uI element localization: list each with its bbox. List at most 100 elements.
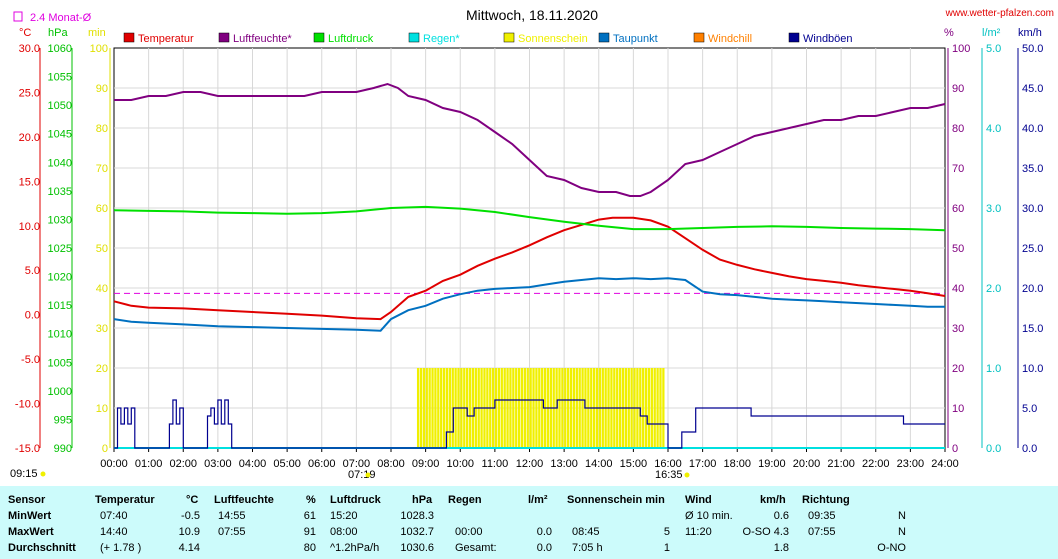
y-tick-label-rain: 1.0 bbox=[986, 363, 1001, 375]
x-tick-label: 09:00 bbox=[412, 458, 440, 470]
sunshine-bar bbox=[523, 368, 527, 448]
table-cell: Ø 10 min. bbox=[685, 510, 733, 522]
sunrise-time: 07:19 bbox=[348, 469, 376, 481]
y-tick-label-wind: 25.0 bbox=[1022, 243, 1043, 255]
sunshine-bar bbox=[642, 368, 645, 448]
sunrise-icon bbox=[365, 472, 371, 478]
y-tick-label-press: 1035 bbox=[48, 186, 72, 198]
table-cell: 00:00 bbox=[455, 526, 483, 538]
x-tick-label: 07:00 bbox=[343, 458, 371, 470]
y-tick-label-press: 1060 bbox=[48, 43, 72, 55]
y-tick-label-hum: 70 bbox=[952, 163, 964, 175]
y-tick-label-wind: 30.0 bbox=[1022, 203, 1043, 215]
y-tick-label-wind: 50.0 bbox=[1022, 43, 1043, 55]
axes: 00:00 01:00 02:00 03:00 04:00 05:00 06:00 07:00… bbox=[15, 43, 1044, 470]
sunshine-bar bbox=[512, 368, 515, 448]
y-tick-label-wind: 10.0 bbox=[1022, 363, 1043, 375]
y-tick-label-press: 1025 bbox=[48, 243, 72, 255]
site-url[interactable]: www.wetter-pfalzen.com bbox=[945, 8, 1054, 19]
table-cell: Gesamt: bbox=[455, 542, 497, 554]
table-cell: 0.0 bbox=[536, 526, 552, 538]
y-tick-label-sun: 100 bbox=[90, 43, 108, 55]
y-tick-label-temp: 25.0 bbox=[19, 87, 40, 99]
row-label: MinWert bbox=[8, 510, 52, 522]
y-tick-label-sun: 80 bbox=[96, 123, 108, 135]
table-cell: 15:20 bbox=[330, 510, 358, 522]
unit-sun: min bbox=[88, 27, 106, 39]
table-cell: -0.5 bbox=[181, 510, 200, 522]
legend-label: Windböen bbox=[803, 33, 853, 45]
y-tick-label-press: 990 bbox=[54, 443, 72, 455]
x-tick-label: 23:00 bbox=[897, 458, 925, 470]
sunshine-bar bbox=[419, 368, 423, 448]
y-tick-label-rain: 4.0 bbox=[986, 123, 1001, 135]
table-cell: 14:55 bbox=[218, 510, 246, 522]
table-cell: ^1.2hPa/h bbox=[330, 542, 380, 554]
y-tick-label-hum: 30 bbox=[952, 323, 964, 335]
y-tick-label-hum: 50 bbox=[952, 243, 964, 255]
sunset-icon bbox=[684, 472, 690, 478]
hdr-hum-unit: % bbox=[306, 494, 316, 506]
sunshine-bar bbox=[509, 368, 512, 448]
x-tick-label: 04:00 bbox=[239, 458, 267, 470]
hdr-temp-unit: °C bbox=[186, 494, 199, 506]
y-tick-label-temp: 20.0 bbox=[19, 132, 40, 144]
sunshine-bar bbox=[471, 368, 475, 448]
table-cell: 1030.6 bbox=[400, 542, 434, 554]
hdr-press: Luftdruck bbox=[330, 494, 381, 506]
y-tick-label-temp: -15.0 bbox=[15, 443, 40, 455]
legend-label: Sonnenschein bbox=[518, 33, 588, 45]
sunshine-bar bbox=[520, 368, 524, 448]
sunshine-bar bbox=[500, 368, 503, 448]
y-tick-label-rain: 0.0 bbox=[986, 443, 1001, 455]
sunshine-bar bbox=[653, 368, 656, 448]
legend-label: Temperatur bbox=[138, 33, 194, 45]
series-line-taupunkt bbox=[113, 277, 945, 332]
sunshine-bar bbox=[575, 368, 578, 448]
sunshine-bar bbox=[515, 368, 518, 448]
legend-swatch bbox=[693, 32, 705, 43]
y-tick-label-sun: 20 bbox=[96, 363, 108, 375]
table-cell: 1028.3 bbox=[400, 510, 434, 522]
legend-label: Luftdruck bbox=[328, 33, 374, 45]
y-tick-label-sun: 70 bbox=[96, 163, 108, 175]
row-label: Durchschnitt bbox=[8, 542, 76, 554]
sunshine-bar bbox=[564, 368, 567, 448]
sunshine-bar bbox=[567, 368, 570, 448]
x-tick-label: 05:00 bbox=[273, 458, 301, 470]
table-cell: 07:40 bbox=[100, 510, 128, 522]
y-tick-label-press: 1030 bbox=[48, 214, 72, 226]
x-tick-label: 06:00 bbox=[308, 458, 336, 470]
y-tick-label-press: 1055 bbox=[48, 72, 72, 84]
avg-legend-icon bbox=[13, 11, 23, 22]
table-cell: O-SO 4.3 bbox=[742, 526, 789, 538]
x-tick-label: 00:00 bbox=[100, 458, 128, 470]
avg-legend-label: 2.4 Monat-Ø bbox=[30, 12, 92, 24]
y-tick-label-sun: 0 bbox=[102, 443, 108, 455]
sunshine-bar bbox=[529, 368, 532, 448]
sunshine-bar bbox=[503, 368, 506, 448]
x-tick-label: 03:00 bbox=[204, 458, 232, 470]
y-tick-label-hum: 60 bbox=[952, 203, 964, 215]
sunshine-bar bbox=[506, 368, 509, 448]
sunshine-bar bbox=[526, 368, 529, 448]
legend-label: Windchill bbox=[708, 33, 752, 45]
sunshine-bar bbox=[532, 368, 535, 448]
hdr-press-unit: hPa bbox=[412, 494, 433, 506]
sunshine-bar bbox=[569, 368, 573, 448]
legend-swatch bbox=[598, 32, 610, 43]
y-tick-label-hum: 10 bbox=[952, 403, 964, 415]
table-cell: 7:05 h bbox=[572, 542, 603, 554]
sunshine-bar bbox=[656, 368, 659, 448]
sunshine-bar bbox=[538, 368, 541, 448]
y-tick-label-press: 1040 bbox=[48, 157, 72, 169]
series-line-temperatur bbox=[113, 216, 946, 321]
hdr-sensor: Sensor bbox=[8, 494, 46, 506]
y-tick-label-sun: 90 bbox=[96, 83, 108, 95]
sunshine-bar bbox=[431, 368, 434, 448]
unit-rain: l/m² bbox=[982, 27, 1001, 39]
sunshine-bar bbox=[659, 368, 662, 448]
page-time: 09:15 bbox=[10, 468, 38, 480]
table-cell: 80 bbox=[303, 542, 316, 554]
unit-temp: °C bbox=[19, 27, 31, 39]
